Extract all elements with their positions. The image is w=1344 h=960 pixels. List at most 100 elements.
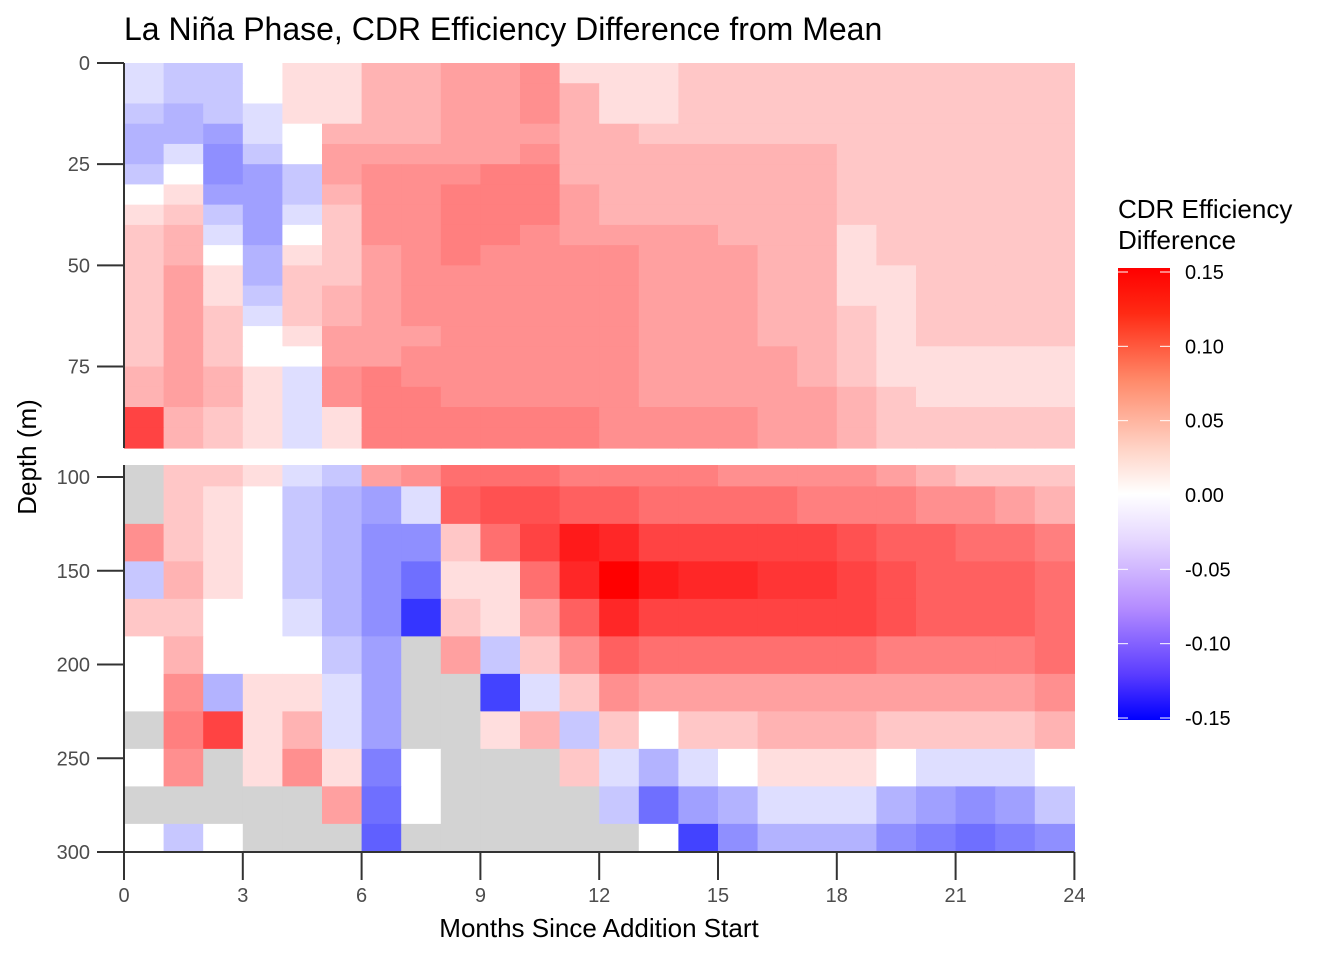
heatmap-cell	[203, 103, 244, 125]
heatmap-cell	[916, 786, 957, 825]
heatmap-cell	[836, 143, 877, 165]
y-tick-label: 250	[57, 748, 90, 770]
heatmap-cell	[599, 184, 640, 206]
heatmap-cell	[242, 285, 283, 307]
x-tick-label: 12	[588, 885, 610, 907]
heatmap-cell	[718, 823, 759, 853]
heatmap-cell	[124, 786, 165, 825]
heatmap-cell	[242, 164, 283, 186]
heatmap-cell	[757, 143, 798, 165]
heatmap-cell	[322, 83, 363, 105]
heatmap-cell	[480, 823, 521, 853]
heatmap-cell	[757, 465, 798, 487]
heatmap-cell	[203, 465, 244, 487]
heatmap-cell	[559, 305, 600, 327]
heatmap-cell	[124, 103, 165, 125]
heatmap-cell	[559, 184, 600, 206]
heatmap-cell	[480, 427, 521, 449]
heatmap-cell	[1034, 465, 1075, 487]
heatmap-cell	[163, 673, 204, 712]
heatmap-cell	[876, 123, 917, 145]
heatmap-cell	[203, 673, 244, 712]
heatmap-cell	[1034, 63, 1075, 84]
heatmap-cell	[955, 598, 996, 637]
heatmap-cell	[480, 561, 521, 600]
heatmap-cell	[876, 245, 917, 266]
heatmap-cell	[836, 786, 877, 825]
heatmap-cell	[797, 486, 838, 525]
heatmap-cell	[559, 561, 600, 600]
heatmap-cell	[678, 427, 719, 449]
heatmap-cell	[876, 346, 917, 368]
heatmap-cell	[559, 523, 600, 562]
y-tick-label: 50	[68, 255, 90, 277]
heatmap-cell	[361, 346, 402, 368]
heatmap-cell	[757, 305, 798, 327]
heatmap-cell	[876, 486, 917, 525]
heatmap-cell	[836, 245, 877, 266]
heatmap-cell	[797, 326, 838, 347]
heatmap-cell	[559, 636, 600, 675]
heatmap-cell	[401, 673, 442, 712]
heatmap-cell	[559, 83, 600, 105]
heatmap-cell	[836, 305, 877, 327]
heatmap-cell	[797, 224, 838, 246]
heatmap-cell	[361, 786, 402, 825]
heatmap-cell	[876, 748, 917, 787]
heatmap-cell	[440, 184, 481, 206]
heatmap-cell	[836, 823, 877, 853]
heatmap-cell	[361, 486, 402, 525]
heatmap-cell	[163, 823, 204, 853]
heatmap-cell	[836, 326, 877, 347]
heatmap-cell	[955, 673, 996, 712]
heatmap-cell	[559, 326, 600, 347]
heatmap-cell	[638, 427, 679, 449]
heatmap-cell	[1034, 103, 1075, 125]
heatmap-cell	[242, 245, 283, 266]
heatmap-cell	[559, 427, 600, 449]
heatmap-cell	[322, 143, 363, 165]
heatmap-cell	[836, 427, 877, 449]
heatmap-cell	[718, 326, 759, 347]
heatmap-cell	[599, 204, 640, 226]
heatmap-cell	[678, 305, 719, 327]
heatmap-cell	[638, 83, 679, 105]
heatmap-cell	[638, 184, 679, 206]
heatmap-cell	[124, 305, 165, 327]
heatmap-cell	[638, 245, 679, 266]
heatmap-cell	[163, 598, 204, 637]
heatmap-cell	[361, 265, 402, 287]
legend-tick-label: 0.10	[1185, 336, 1224, 358]
y-axis-title: Depth (m)	[12, 399, 42, 515]
heatmap-cell	[361, 305, 402, 327]
heatmap-cell	[322, 427, 363, 449]
heatmap-cell	[124, 407, 165, 428]
heatmap-cell	[638, 305, 679, 327]
heatmap-cell	[955, 63, 996, 84]
heatmap-cell	[242, 486, 283, 525]
heatmap-cell	[163, 143, 204, 165]
heatmap-cell	[401, 164, 442, 186]
heatmap-cell	[718, 486, 759, 525]
heatmap-cell	[757, 83, 798, 105]
heatmap-cell	[678, 823, 719, 853]
heatmap-cell	[599, 265, 640, 287]
heatmap-cell	[876, 823, 917, 853]
heatmap-cell	[401, 103, 442, 125]
heatmap-cell	[322, 184, 363, 206]
heatmap-cell	[955, 184, 996, 206]
heatmap-cell	[480, 598, 521, 637]
heatmap-cell	[322, 123, 363, 145]
heatmap-cell	[797, 407, 838, 428]
heatmap-cell	[124, 123, 165, 145]
heatmap-cell	[638, 346, 679, 368]
heatmap-cell	[599, 103, 640, 125]
heatmap-cell	[440, 486, 481, 525]
heatmap-cell	[242, 83, 283, 105]
heatmap-cell	[559, 823, 600, 853]
heatmap-cell	[282, 561, 323, 600]
heatmap-cell	[361, 636, 402, 675]
heatmap-cell	[797, 285, 838, 307]
heatmap-cell	[1034, 366, 1075, 388]
heatmap-cell	[480, 486, 521, 525]
